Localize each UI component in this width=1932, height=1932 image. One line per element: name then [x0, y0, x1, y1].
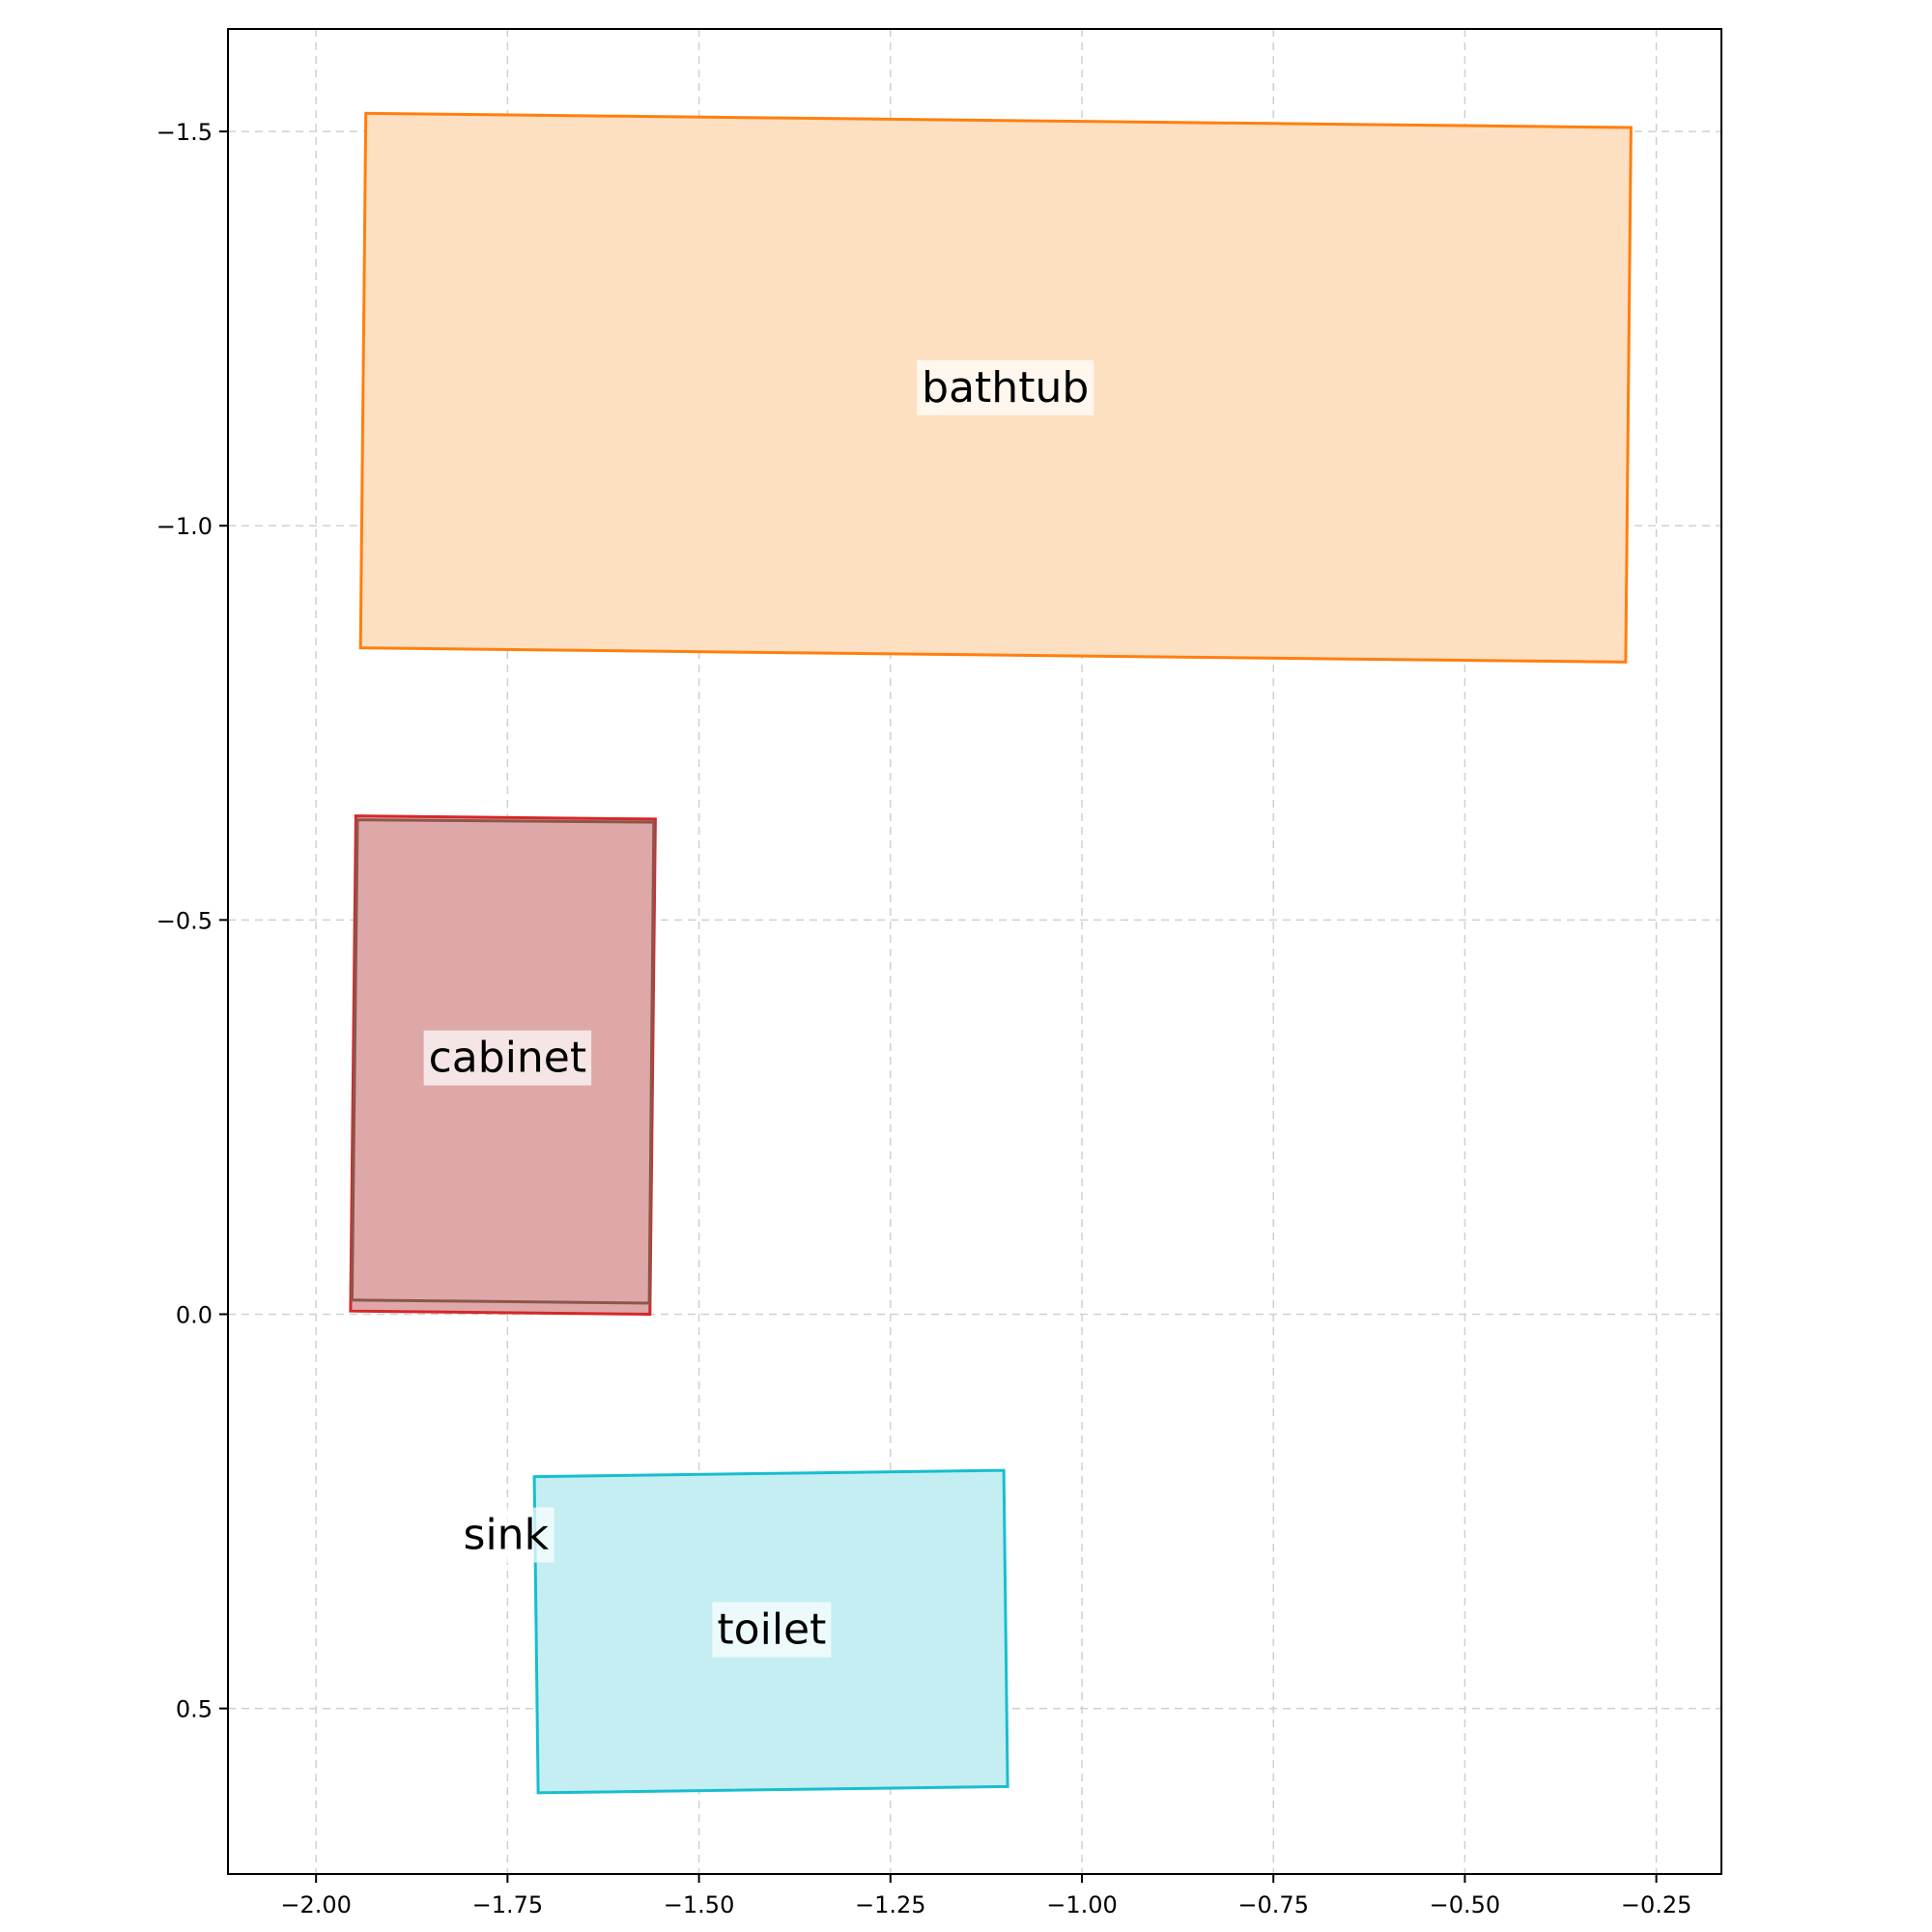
sink-label: sink — [458, 1507, 554, 1563]
plot-frame — [227, 28, 1722, 1875]
y-axis: −1.5 −1.0 −0.5 0.0 0.5 — [156, 119, 228, 1723]
y-tick-label: −0.5 — [156, 907, 213, 934]
x-tick-label: −1.00 — [1046, 1891, 1118, 1918]
x-tick-label: −0.25 — [1621, 1891, 1692, 1918]
cabinet-label-background — [423, 1030, 592, 1086]
x-tick-label: −2.00 — [280, 1891, 352, 1918]
outline-shape — [350, 818, 656, 1305]
y-tick-label: 0.0 — [176, 1301, 213, 1328]
bathtub-label: bathtub — [917, 359, 1094, 415]
cabinet-label: cabinet — [423, 1030, 592, 1086]
bathtub-label-background — [917, 359, 1094, 415]
object-labels: bathtub cabinet toilet sink — [423, 359, 1094, 1658]
x-axis: −2.00 −1.75 −1.50 −1.25 −1.00 −0.75 −0.50 −0.25 — [280, 1874, 1691, 1918]
x-tick-label: −1.25 — [855, 1891, 926, 1918]
y-tick-label: −1.5 — [156, 119, 213, 146]
sink-label-text: sink — [464, 1511, 550, 1560]
cabinet-label-text: cabinet — [429, 1034, 587, 1083]
sink-label-background — [458, 1507, 554, 1563]
y-tick-label: 0.5 — [176, 1696, 213, 1723]
bathtub-label-text: bathtub — [922, 363, 1089, 412]
x-tick-label: −1.50 — [664, 1891, 735, 1918]
y-tick-label: −1.0 — [156, 513, 213, 540]
toilet-label-text: toilet — [717, 1605, 826, 1654]
x-tick-label: −0.75 — [1237, 1891, 1309, 1918]
x-tick-label: −1.75 — [472, 1891, 544, 1918]
toilet-label: toilet — [712, 1602, 832, 1658]
x-tick-label: −0.50 — [1430, 1891, 1501, 1918]
toilet-label-background — [712, 1602, 832, 1658]
